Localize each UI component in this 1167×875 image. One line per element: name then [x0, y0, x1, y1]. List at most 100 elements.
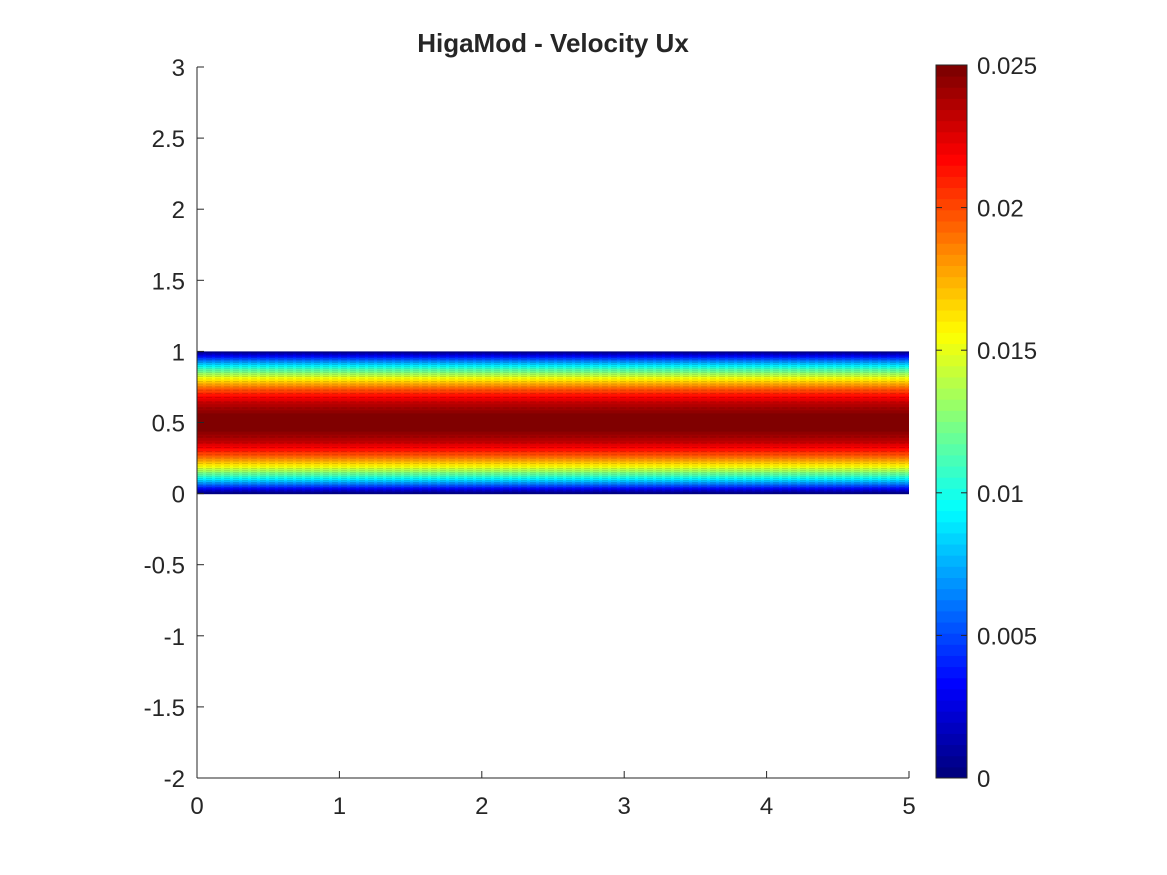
- field-strip: [197, 352, 909, 355]
- colorbar-tick-label: 0.02: [977, 196, 1024, 223]
- colorbar-cell: [936, 187, 967, 200]
- field-strip: [197, 434, 909, 437]
- field-strip: [197, 420, 909, 423]
- colorbar-cell: [936, 677, 967, 690]
- field-strip: [197, 425, 909, 428]
- colorbar-cell: [936, 109, 967, 122]
- field-strip: [197, 474, 909, 476]
- colorbar-cell: [936, 243, 967, 255]
- field-strip: [197, 444, 909, 447]
- field-strip: [197, 387, 909, 390]
- field-strip: [197, 410, 909, 412]
- colorbar-cell: [936, 477, 967, 489]
- colorbar-cell: [936, 343, 967, 356]
- field-strip: [197, 443, 909, 446]
- y-tick-label: -2: [164, 766, 185, 793]
- colorbar-cell: [936, 76, 967, 88]
- field-strip: [197, 485, 909, 488]
- field-strip: [197, 369, 909, 372]
- field-strip: [197, 427, 909, 430]
- field-strip: [197, 399, 909, 401]
- field-strip: [197, 391, 909, 393]
- field-strip: [197, 363, 909, 366]
- colorbar-cell: [936, 510, 967, 523]
- colorbar-tick-label: 0.025: [977, 53, 1037, 80]
- colorbar-cell: [936, 388, 967, 400]
- colorbar-cell: [936, 766, 967, 779]
- colorbar-cell: [936, 254, 967, 267]
- colorbar-cell: [936, 610, 967, 623]
- field-strip: [197, 457, 909, 459]
- field-strip: [197, 354, 909, 357]
- field-strip: [197, 460, 909, 462]
- field-strip: [197, 463, 909, 465]
- field-strip: [197, 492, 909, 495]
- field-strip: [197, 418, 909, 421]
- colorbar-cell: [936, 142, 967, 155]
- field-strip: [197, 385, 909, 388]
- y-tick-label: 0: [172, 482, 185, 509]
- field-strip: [197, 491, 909, 494]
- field-strip: [197, 426, 909, 429]
- colorbar-tick-label: 0.005: [977, 623, 1037, 650]
- field-strip: [197, 371, 909, 374]
- field-strip: [197, 413, 909, 415]
- field-strip: [197, 409, 909, 411]
- field-strip: [197, 364, 909, 367]
- field-strip: [197, 392, 909, 394]
- colorbar-tick-label: 0.01: [977, 481, 1024, 508]
- field-strip: [197, 414, 909, 416]
- field-strip: [197, 470, 909, 472]
- field-strip: [197, 416, 909, 419]
- field-strip: [197, 370, 909, 373]
- x-tick-label: 2: [475, 793, 488, 820]
- y-tick-label: 0.5: [152, 411, 185, 438]
- colorbar-cell: [936, 711, 967, 723]
- field-strip: [197, 478, 909, 480]
- field-strip: [197, 441, 909, 444]
- field-strip: [197, 378, 909, 381]
- field-strip: [197, 466, 909, 468]
- colorbar-cell: [936, 454, 967, 467]
- field-strip: [197, 406, 909, 408]
- colorbar-cell: [936, 421, 967, 434]
- field-strip: [197, 447, 909, 450]
- colorbar-cell: [936, 544, 967, 556]
- field-strip: [197, 395, 909, 397]
- field-strip: [197, 368, 909, 371]
- field-strip: [197, 468, 909, 470]
- field-strip: [197, 450, 909, 453]
- colorbar-cell: [936, 733, 967, 746]
- colorbar-cell: [936, 321, 967, 333]
- colorbar-cell: [936, 310, 967, 322]
- field-strip: [197, 442, 909, 445]
- field-strip: [197, 423, 909, 426]
- colorbar-cell: [936, 287, 967, 300]
- x-tick-label: 0: [190, 793, 203, 820]
- colorbar-cell: [936, 399, 967, 411]
- field-strip: [197, 398, 909, 400]
- field-strip: [197, 372, 909, 375]
- field-strip: [197, 417, 909, 420]
- field-strip: [197, 458, 909, 460]
- field-strip: [197, 472, 909, 474]
- field-strip: [197, 400, 909, 402]
- field-strip: [197, 403, 909, 405]
- colorbar-cell: [936, 688, 967, 701]
- field-strip: [197, 473, 909, 475]
- field-strip: [197, 469, 909, 471]
- field-strip: [197, 361, 909, 364]
- field-strip: [197, 408, 909, 410]
- colorbar-cell: [936, 198, 967, 211]
- colorbar-cell: [936, 744, 967, 757]
- field-strip: [197, 396, 909, 398]
- field-strip: [197, 358, 909, 361]
- field-strip: [197, 439, 909, 442]
- x-tick-label: 1: [333, 793, 346, 820]
- field-strip: [197, 486, 909, 489]
- field-strip: [197, 382, 909, 385]
- x-tick-label: 4: [760, 793, 773, 820]
- colorbar-tick-label: 0: [977, 766, 990, 793]
- field-strip: [197, 357, 909, 360]
- field-strip: [197, 380, 909, 383]
